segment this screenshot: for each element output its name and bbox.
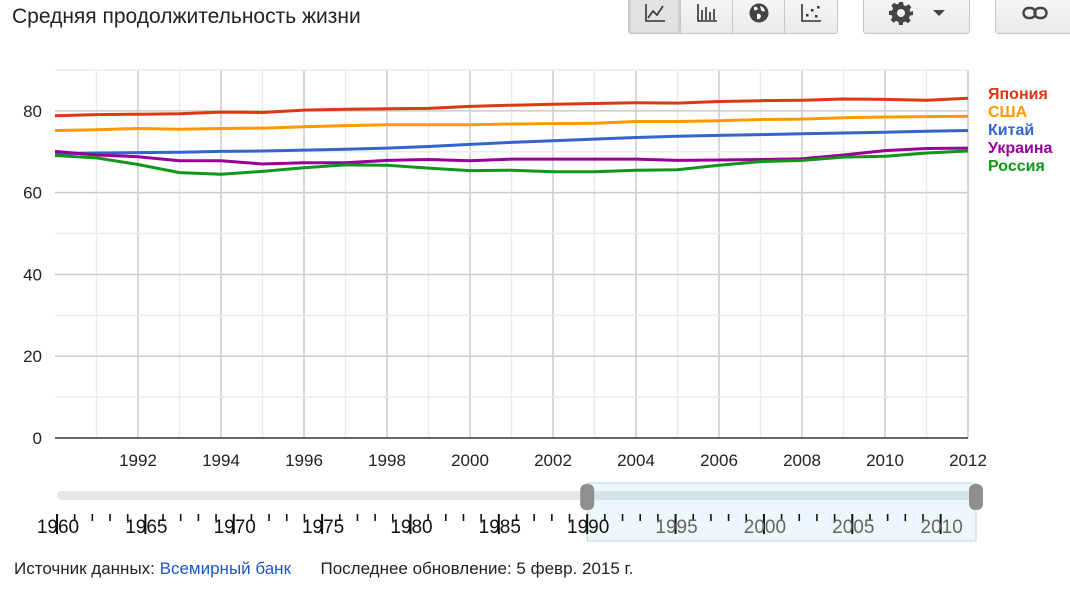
scatter-chart-icon: [801, 4, 821, 22]
y-tick-label: 20: [23, 347, 42, 366]
footer: Источник данных: Всемирный банк Последне…: [14, 559, 633, 579]
x-tick-label: 2010: [866, 451, 904, 470]
x-tick-label: 2008: [783, 451, 821, 470]
legend-item: Япония: [988, 86, 1048, 103]
x-tick-label: 2000: [451, 451, 489, 470]
timeline-label: 1970: [214, 517, 256, 538]
chart-title: Средняя продолжительность жизни: [12, 5, 361, 28]
x-tick-label: 2006: [700, 451, 738, 470]
last-updated: Последнее обновление: 5 февр. 2015 г.: [320, 559, 634, 578]
timeline-label: 2005: [832, 517, 874, 538]
timeline-handle-start[interactable]: [580, 484, 595, 510]
series-line: [54, 129, 969, 156]
x-tick-label: 2002: [534, 451, 572, 470]
timeline-label: 1995: [655, 517, 697, 538]
line-chart-button[interactable]: [629, 0, 681, 33]
x-tick-label: 1998: [368, 451, 406, 470]
series-line: [54, 114, 969, 132]
timeline-handle-end[interactable]: [969, 484, 983, 510]
legend-item: Украина: [988, 140, 1053, 157]
x-tick-label: 2012: [949, 451, 987, 470]
series-line: [54, 96, 969, 118]
settings-menu-button[interactable]: [863, 0, 970, 34]
legend-item: США: [988, 104, 1028, 121]
y-tick-label: 0: [33, 429, 42, 448]
source-link[interactable]: Всемирный банк: [159, 559, 292, 578]
y-tick-label: 80: [23, 102, 42, 121]
caret-down-icon: [932, 10, 945, 16]
series-line: [54, 149, 969, 176]
bar-chart-button[interactable]: [681, 0, 733, 33]
link-button[interactable]: [995, 0, 1070, 34]
series-line: [54, 146, 969, 166]
timeline-label: 2010: [921, 517, 963, 538]
timeline-selected-track: [587, 491, 976, 500]
scatter-chart-button[interactable]: [785, 0, 837, 33]
timeline-label: 2000: [744, 517, 786, 538]
source-label: Источник данных:: [14, 559, 155, 578]
map-chart-button[interactable]: [733, 0, 785, 33]
timeline-label: 1985: [479, 517, 521, 538]
y-tick-label: 60: [23, 184, 42, 203]
link-icon: [1022, 6, 1048, 20]
timeline-label: 1960: [37, 517, 79, 538]
timeline-label: 1975: [302, 517, 344, 538]
line-chart-icon: [644, 4, 665, 22]
y-tick-label: 40: [23, 265, 42, 284]
x-tick-label: 2004: [617, 451, 655, 470]
globe-map-icon: [749, 3, 768, 23]
x-tick-label: 1996: [285, 451, 323, 470]
timeline-label: 1965: [125, 517, 167, 538]
legend-item: Китай: [988, 122, 1034, 139]
bar-chart-icon: [696, 4, 717, 22]
x-tick-label: 1994: [202, 451, 240, 470]
x-tick-label: 1992: [119, 451, 157, 470]
chart-type-toolbar: [628, 0, 838, 34]
legend-item: Россия: [988, 158, 1045, 175]
gear-icon: [888, 2, 913, 25]
timeline-label: 1990: [567, 517, 609, 538]
timeline-label: 1980: [390, 517, 432, 538]
